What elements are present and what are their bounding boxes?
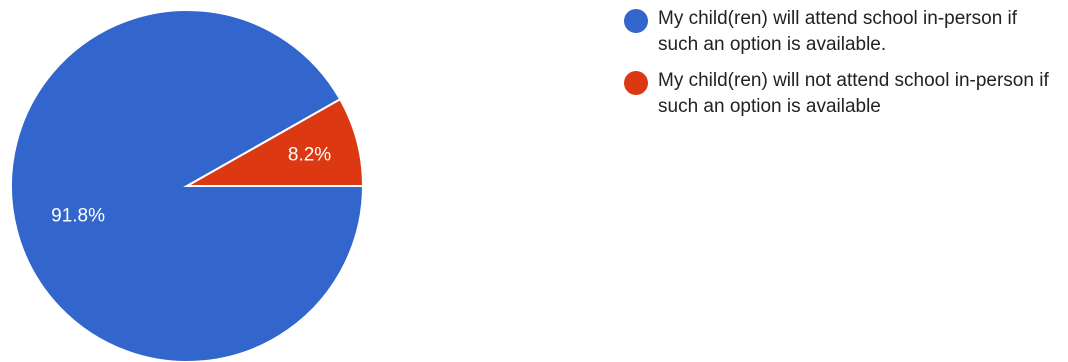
pie-label-not-attend: 8.2%	[288, 145, 331, 166]
legend-swatch-not-attend	[624, 71, 648, 95]
pie-slice-not-attend[interactable]	[183, 97, 365, 187]
legend-swatch-attend	[624, 9, 648, 33]
pie-chart: 91.8% 8.2%	[10, 9, 365, 362]
pie-label-attend: 91.8%	[51, 206, 105, 227]
legend-item-attend[interactable]: My child(ren) will attend school in-pers…	[624, 6, 1064, 58]
legend: My child(ren) will attend school in-pers…	[624, 6, 1064, 130]
legend-label-not-attend: My child(ren) will not attend school in-…	[658, 70, 1049, 117]
legend-label-attend: My child(ren) will attend school in-pers…	[658, 8, 1018, 55]
pie-slices	[10, 9, 365, 362]
legend-item-not-attend[interactable]: My child(ren) will not attend school in-…	[624, 68, 1064, 120]
pie-labels: 91.8% 8.2%	[51, 145, 331, 227]
